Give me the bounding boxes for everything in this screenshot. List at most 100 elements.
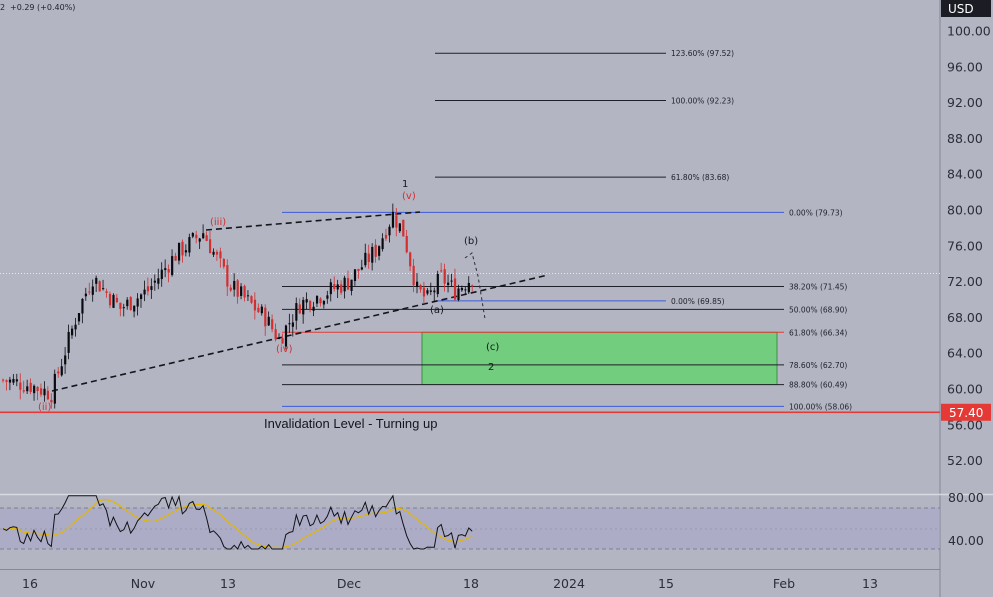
price-tick: 68.00 <box>947 310 983 325</box>
candle-body <box>419 285 422 290</box>
candle-body <box>226 265 229 287</box>
candle-body <box>43 388 46 396</box>
upper-trend-line <box>205 211 421 231</box>
rsi-line <box>2 494 473 550</box>
candle-body <box>364 252 367 266</box>
candle-body <box>209 239 212 254</box>
candle-body <box>246 295 250 297</box>
candle-body <box>426 290 429 294</box>
candle-body <box>409 252 412 267</box>
candle-body <box>126 299 129 307</box>
candle-body <box>440 270 443 272</box>
candle-body <box>150 286 153 290</box>
candle-body <box>340 284 343 293</box>
rsi-ma-line <box>2 498 473 549</box>
fib-label: 78.60% (62.70) <box>789 361 847 370</box>
candle-body <box>205 235 208 241</box>
time-tick: Nov <box>131 576 156 591</box>
candle-body <box>84 293 87 297</box>
candle-body <box>267 316 270 326</box>
price-ticks: 100.00 96.00 92.00 88.00 84.00 80.00 76.00 72.0… <box>947 24 991 469</box>
candle-body <box>60 366 63 376</box>
price-tick: 76.00 <box>947 238 983 253</box>
ticker-fragment: 2 <box>0 3 5 12</box>
candle-body <box>212 251 215 255</box>
candle-body <box>198 238 201 242</box>
candle-body <box>388 226 391 236</box>
candle-body <box>29 382 32 392</box>
price-tick: 72.00 <box>947 274 983 289</box>
wave-label-1: 1 <box>402 179 408 190</box>
candle-body <box>26 386 29 392</box>
candle-body <box>146 286 150 292</box>
wave-label-iii: (iii) <box>210 217 226 228</box>
candle-body <box>360 267 363 270</box>
candle-body <box>36 386 39 392</box>
candle-body <box>112 294 115 308</box>
wave-label-2: 2 <box>488 362 494 373</box>
price-tick: 64.00 <box>947 346 983 361</box>
candle-body <box>67 331 70 353</box>
candle-body <box>74 324 77 330</box>
time-tick: Feb <box>773 576 795 591</box>
candle-body <box>2 379 5 381</box>
candle-body <box>436 273 439 295</box>
candle-body <box>115 297 119 303</box>
price-tick: 56.00 <box>947 417 983 432</box>
candle-body <box>412 265 415 286</box>
fib-label: 0.00% (69.85) <box>671 297 725 306</box>
candle-body <box>233 280 236 290</box>
candle-body <box>353 269 357 281</box>
fib-levels: 123.60% (97.52) 100.00% (92.23) 61.80% (83… <box>282 49 852 411</box>
candle-body <box>202 233 205 239</box>
candle-body <box>50 399 53 403</box>
candle-body <box>443 269 446 284</box>
candle-body <box>46 390 50 400</box>
candle-body <box>143 289 146 295</box>
candle-body <box>429 290 432 292</box>
candle-body <box>309 300 312 310</box>
candle-body <box>108 293 112 306</box>
candle-body <box>222 258 225 267</box>
candle-body <box>264 307 267 327</box>
change-text: +0.29 (+0.40%) <box>10 3 75 12</box>
candle-body <box>98 281 101 292</box>
candle-body <box>447 282 450 285</box>
candle-body <box>315 295 319 304</box>
invalidation-note: Invalidation Level - Turning up <box>264 416 437 431</box>
fib-label: 100.00% (58.06) <box>789 402 852 411</box>
candle-body <box>219 251 222 259</box>
fib-label: 88.80% (60.49) <box>789 381 847 390</box>
candle-body <box>257 307 260 313</box>
price-axis-background[interactable] <box>940 0 993 597</box>
candle-body <box>326 295 329 299</box>
candle-body <box>64 355 67 365</box>
fib-label: 100.00% (92.23) <box>671 97 734 106</box>
candle-body <box>215 251 219 255</box>
candle-body <box>367 253 370 263</box>
candle-body <box>22 390 25 392</box>
candle-body <box>95 277 98 284</box>
price-tick: 80.00 <box>947 203 983 218</box>
candle-body <box>302 299 305 315</box>
currency-label[interactable]: USD <box>941 0 991 17</box>
candle-body <box>329 282 332 295</box>
rsi-pane: 80.00 40.00 <box>0 490 984 550</box>
wave-label-c: (c) <box>486 342 499 353</box>
projected-path <box>464 252 486 320</box>
candle-body <box>153 280 156 283</box>
candle-body <box>395 215 398 228</box>
fib-label: 61.80% (66.34) <box>789 328 847 337</box>
candle-body <box>12 378 15 383</box>
candle-body <box>171 256 174 276</box>
candles <box>2 203 474 409</box>
time-tick: 2024 <box>553 576 585 591</box>
candle-body <box>322 300 326 305</box>
price-tick: 52.00 <box>947 453 983 468</box>
wave-labels: (ii) (iii) (iv) (v) 1 (a) (b) (c) 2 <box>38 179 499 413</box>
candle-body <box>319 298 322 304</box>
candle-body <box>312 306 315 311</box>
candle-body <box>384 234 388 239</box>
price-tag: 57.40 <box>941 403 991 421</box>
